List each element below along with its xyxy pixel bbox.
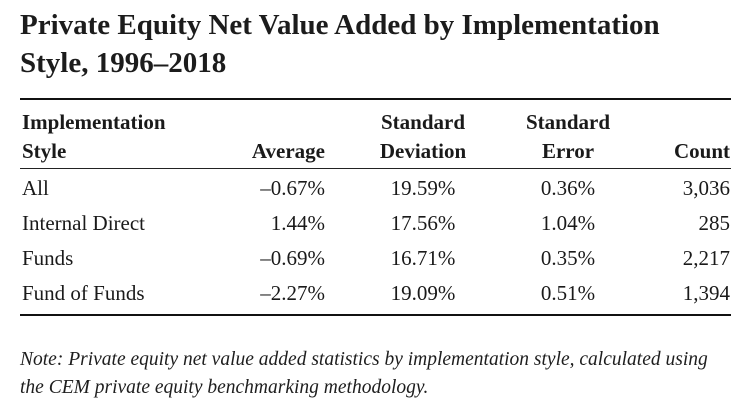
row-internal-direct-style: Internal Direct (22, 211, 146, 235)
header-std-err-line2: Error (541, 139, 595, 163)
row-all-std-err: 0.36% (540, 176, 596, 200)
header-average: Average (251, 139, 325, 163)
bottom-rule (20, 314, 731, 316)
header-std-dev-line2: Deviation (379, 139, 467, 163)
header-count: Count (673, 139, 730, 163)
row-funds-std-dev: 16.71% (390, 246, 456, 270)
row-internal-direct-count: 285 (698, 211, 731, 235)
row-fund-of-funds-std-err: 0.51% (540, 281, 596, 305)
row-fund-of-funds-average: –2.27% (260, 281, 325, 305)
row-all-std-dev: 19.59% (390, 176, 456, 200)
header-style-line1: Implementation (22, 110, 166, 134)
row-fund-of-funds-style: Fund of Funds (22, 281, 145, 305)
row-fund-of-funds-std-dev: 19.09% (390, 281, 456, 305)
top-rule (20, 98, 731, 100)
row-funds-count: 2,217 (682, 246, 730, 270)
row-fund-of-funds-count: 1,394 (682, 281, 730, 305)
row-funds-style: Funds (22, 246, 74, 270)
header-rule (20, 168, 731, 169)
row-all-style: All (22, 176, 49, 200)
header-style-line2: Style (22, 139, 67, 163)
table-title: Private Equity Net Value Added by Implem… (20, 9, 660, 79)
row-internal-direct-std-err: 1.04% (540, 211, 596, 235)
header-std-err-line1: Standard (525, 110, 611, 134)
table-note: Note: Private equity net value added sta… (20, 349, 708, 398)
row-all-count: 3,036 (682, 176, 730, 200)
row-funds-average: –0.69% (260, 246, 325, 270)
row-all-average: –0.67% (260, 176, 325, 200)
row-internal-direct-std-dev: 17.56% (390, 211, 456, 235)
header-std-dev-line1: Standard (380, 110, 466, 134)
row-internal-direct-average: 1.44% (270, 211, 325, 235)
row-funds-std-err: 0.35% (540, 246, 596, 270)
